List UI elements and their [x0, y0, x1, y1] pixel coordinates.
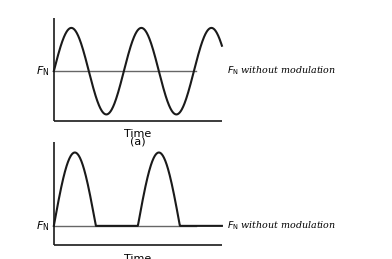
Text: $F_{\mathrm{N}}$: $F_{\mathrm{N}}$: [36, 64, 49, 78]
Text: (a): (a): [130, 137, 146, 147]
Text: $F_{\mathrm{N}}$ without modulation: $F_{\mathrm{N}}$ without modulation: [227, 65, 337, 77]
Text: Time: Time: [124, 129, 151, 139]
Text: $F_{\mathrm{N}}$: $F_{\mathrm{N}}$: [36, 219, 49, 233]
Text: Time: Time: [124, 254, 151, 259]
Text: $F_{\mathrm{N}}$ without modulation: $F_{\mathrm{N}}$ without modulation: [227, 220, 337, 232]
